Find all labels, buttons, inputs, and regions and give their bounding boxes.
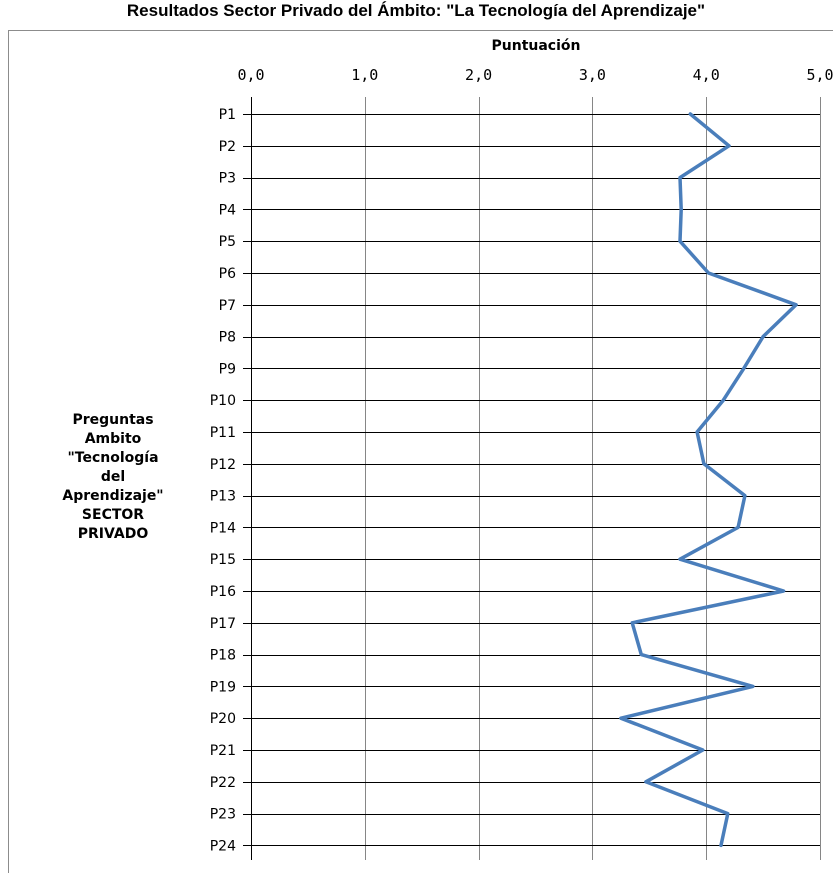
data-point [706,271,710,275]
grid [243,97,821,860]
data-point [727,144,731,148]
data-point [695,430,699,434]
data-point [761,335,765,339]
data-point [701,748,705,752]
y-tick-label: P3 [219,171,236,187]
y-tick-label: P20 [210,711,236,727]
y-axis-title-line: PRIVADO [78,526,149,542]
data-point [742,366,746,370]
y-tick-label: P18 [210,648,236,664]
y-tick-label: P7 [219,298,236,314]
x-tick-label: 5,0 [806,66,833,84]
y-axis-title-line: "Tecnología [67,450,158,466]
data-point [794,303,798,307]
x-axis-title: Puntuación [492,38,581,54]
y-tick-label: P11 [210,425,236,441]
data-point [678,239,682,243]
y-tick-label: P23 [210,807,236,823]
y-axis-title-line: del [101,469,125,485]
data-point [619,716,623,720]
data-point [702,462,706,466]
y-tick-label: P2 [219,139,236,155]
data-point [736,525,740,529]
y-tick-label: P24 [210,838,236,854]
data-point [644,780,648,784]
y-axis-ticks: P1 P2 P3 P4 P5 P6 P7 P8 P9 P10 P11 P12 P13 P14 P15 P16 P… [210,107,236,854]
x-axis-ticks: 0,0 1,0 2,0 3,0 4,0 5,0 [237,66,833,84]
data-point [751,684,755,688]
y-tick-label: P5 [219,234,236,250]
y-tick-label: P6 [219,266,236,282]
series-line [619,112,798,848]
data-point [678,557,682,561]
y-tick-label: P4 [219,202,236,218]
data-point [743,494,747,498]
y-tick-label: P16 [210,584,236,600]
y-tick-label: P12 [210,457,236,473]
chart-title: Resultados Sector Privado del Ámbito: "L… [127,1,705,20]
data-point [726,812,730,816]
x-tick-label: 1,0 [351,66,378,84]
data-point [782,589,786,593]
y-tick-label: P14 [210,520,236,536]
y-tick-label: P21 [210,743,236,759]
y-axis-title-line: SECTOR [82,507,144,523]
data-point [630,621,634,625]
y-tick-label: P8 [219,330,236,346]
y-tick-label: P22 [210,775,236,791]
y-tick-label: P15 [210,552,236,568]
x-tick-label: 2,0 [465,66,492,84]
data-point [678,176,682,180]
x-tick-label: 0,0 [237,66,264,84]
data-point [688,112,692,116]
y-axis-title-line: Aprendizaje" [62,488,163,504]
data-point [639,653,643,657]
y-axis-title-line: Ambito [85,431,142,447]
x-tick-label: 4,0 [693,66,720,84]
data-point [721,398,725,402]
y-tick-label: P13 [210,489,236,505]
data-point [679,207,683,211]
y-tick-label: P10 [210,393,236,409]
y-tick-label: P9 [219,361,236,377]
series-group [619,112,798,848]
y-axis-title: Preguntas Ambito "Tecnología del Aprendizaje… [62,412,163,542]
y-tick-label: P19 [210,679,236,695]
x-tick-label: 3,0 [579,66,606,84]
y-tick-label: P17 [210,616,236,632]
y-axis-title-line: Preguntas [72,412,153,428]
y-tick-label: P1 [219,107,236,123]
data-point [719,843,723,847]
